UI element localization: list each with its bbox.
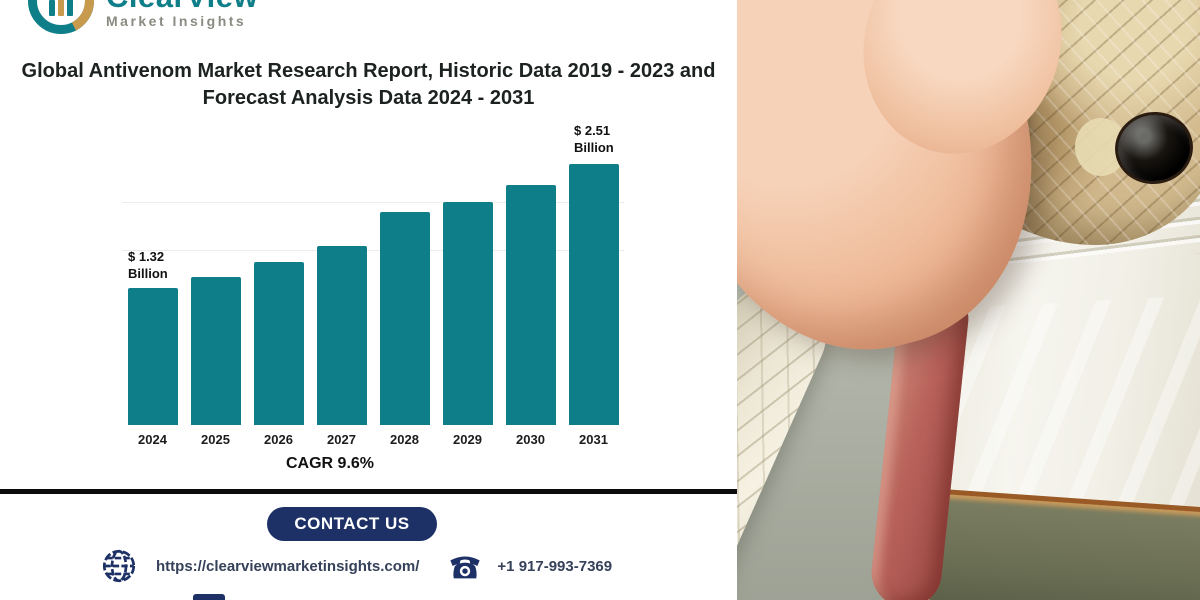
- envelope-icon: [193, 594, 225, 600]
- bar-2030: [505, 185, 556, 425]
- brand-logo[interactable]: ClearView Market Insights: [19, 0, 258, 43]
- gridline: [122, 202, 624, 203]
- email-row-clipped: [193, 594, 225, 600]
- x-tick-2028: 2028: [390, 432, 419, 447]
- brand-tagline: Market Insights: [106, 13, 247, 29]
- market-size-bar-chart: $ 1.32 Billion $ 2.51 Billion 2024 2025 20…: [122, 118, 624, 447]
- page-title-line-1: Global Antivenom Market Research Report,…: [21, 60, 716, 82]
- bar-plot: [122, 118, 624, 425]
- snake-venom-extraction-photo: [737, 0, 1200, 600]
- brand-logo-mark-icon: [19, 0, 103, 43]
- bar-2026: [253, 262, 304, 425]
- report-panel: ClearView Market Insights Global Antiven…: [0, 0, 737, 600]
- page-title: Global Antivenom Market Research Report,…: [0, 58, 737, 112]
- x-axis-labels: 2024 2025 2026 2027 2028 2029 2030 2031: [122, 432, 624, 447]
- bar-2027: [316, 246, 367, 425]
- x-tick-2029: 2029: [453, 432, 482, 447]
- logo-pillars-icon: [45, 0, 77, 16]
- x-tick-2027: 2027: [327, 432, 356, 447]
- phone-number[interactable]: +1 917-993-7369: [497, 557, 613, 575]
- section-divider: [0, 489, 737, 494]
- x-tick-2025: 2025: [201, 432, 230, 447]
- brand-name: ClearView: [106, 0, 258, 12]
- cup-metal-band: [927, 488, 1200, 600]
- globe-icon: [102, 549, 136, 583]
- cagr-label: CAGR 9.6%: [285, 455, 375, 472]
- x-tick-2024: 2024: [138, 432, 167, 447]
- first-bar-value-label: $ 1.32 Billion: [128, 249, 168, 281]
- page-title-line-2: Forecast Analysis Data 2024 - 2031: [202, 87, 535, 109]
- bar-2031: [568, 164, 619, 425]
- bar-2028: [379, 212, 430, 425]
- contact-us-button[interactable]: CONTACT US: [267, 507, 437, 541]
- bar-2029: [442, 202, 493, 425]
- website-link[interactable]: https://clearviewmarketinsights.com/: [156, 557, 420, 575]
- brand-logo-text: ClearView Market Insights: [106, 0, 258, 29]
- telephone-icon: [450, 556, 481, 579]
- logo-ring: [28, 0, 94, 34]
- last-bar-value-label: $ 2.51 Billion: [574, 123, 614, 155]
- gridline: [122, 250, 624, 251]
- x-tick-2030: 2030: [516, 432, 545, 447]
- x-tick-2031: 2031: [579, 432, 608, 447]
- contact-info-row: https://clearviewmarketinsights.com/ +1 …: [100, 546, 660, 586]
- bar-2025: [190, 277, 241, 425]
- x-tick-2026: 2026: [264, 432, 293, 447]
- bar-2024: [127, 288, 178, 425]
